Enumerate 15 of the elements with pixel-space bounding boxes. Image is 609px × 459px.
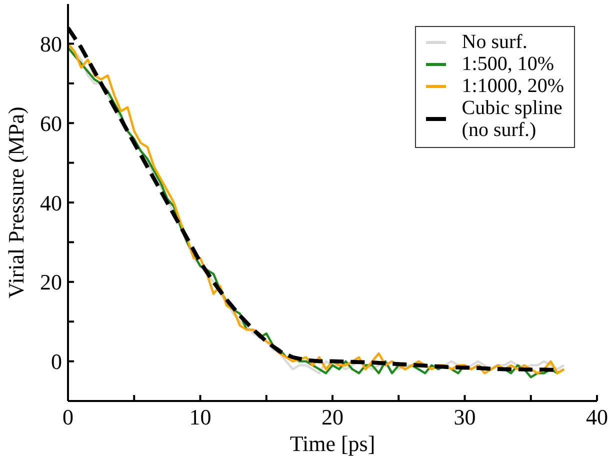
y-tick-label: 40: [40, 190, 62, 216]
legend-label: 1:1000, 20%: [462, 75, 564, 97]
x-tick-label: 20: [322, 404, 344, 430]
y-tick-label: 0: [51, 349, 62, 374]
y-axis-title: Virial Pressure (MPa): [4, 106, 28, 298]
x-tick-label: 40: [586, 404, 608, 430]
y-tick-label: 60: [40, 110, 62, 136]
x-tick-label: 10: [189, 404, 212, 430]
legend-label: 1:500, 10%: [462, 53, 554, 75]
x-tick-label: 30: [454, 404, 476, 430]
legend-label: No surf.: [462, 31, 528, 53]
x-axis-title: Time [ps]: [290, 431, 376, 456]
y-tick-label: 80: [40, 32, 62, 57]
y-tick-label: 20: [40, 270, 62, 295]
legend-label: Cubic spline (no surf.): [462, 97, 562, 141]
